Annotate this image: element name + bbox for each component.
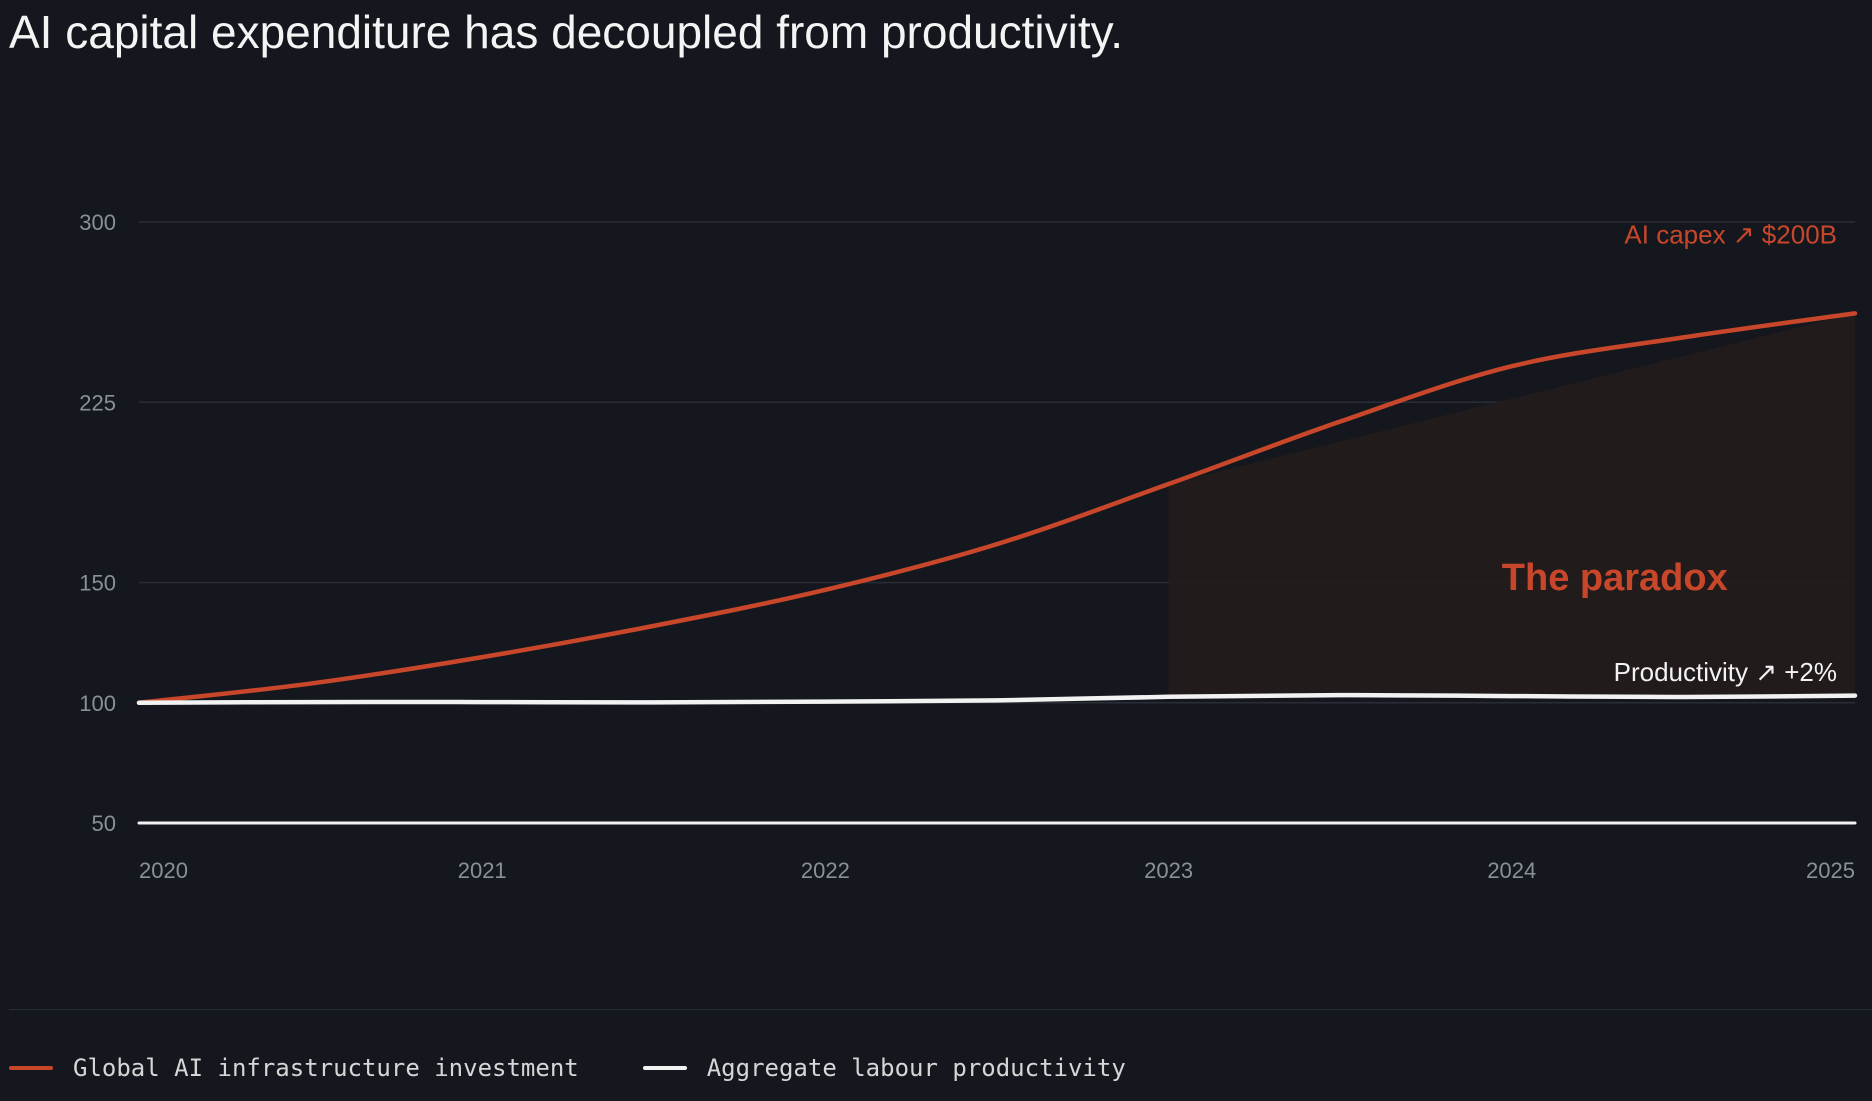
series-line-productivity [136,692,1858,706]
paradox-shaded-area [1168,313,1855,697]
legend-swatch-ai-investment [9,1066,53,1070]
annotation-paradox: The paradox [1502,557,1728,599]
y-tick-label-50: 50 [92,811,116,836]
legend-label-productivity: Aggregate labour productivity [706,1054,1126,1082]
series-line-ai-investment [136,311,1858,706]
annotation-ai-capex: AI capex ↗ $200B [1624,220,1837,250]
x-tick-label-2021: 2021 [458,858,507,883]
annotation-productivity: Productivity ↗ +2% [1614,657,1837,687]
y-tick-label-225: 225 [79,390,116,415]
x-tick-label-2024: 2024 [1487,858,1536,883]
legend-divider [9,1009,1872,1010]
legend: Global AI infrastructure investment Aggr… [9,1052,1190,1084]
x-tick-label-2025: 2025 [1806,858,1855,883]
x-tick-label-2020: 2020 [139,858,188,883]
legend-swatch-productivity [642,1066,687,1070]
y-tick-label-100: 100 [79,691,116,716]
legend-label-ai-investment: Global AI infrastructure investment [73,1054,579,1082]
x-tick-label-2022: 2022 [801,858,850,883]
x-tick-label-2023: 2023 [1144,858,1193,883]
y-tick-label-300: 300 [79,210,116,235]
axis-ticks: 300 225 150 100 50 2020 2021 2022 2023 2024 2025 [79,210,1855,883]
y-tick-label-150: 150 [79,571,116,596]
series-lines [136,311,1858,825]
chart-title: AI capital expenditure has decoupled fro… [9,6,1123,58]
paradox-region [1168,313,1855,697]
annotations: AI capex ↗ $200B The paradox Productivity … [1502,220,1837,688]
legend-item-productivity: Aggregate labour productivity [642,1054,1126,1082]
legend-item-ai-investment: Global AI infrastructure investment [9,1054,579,1082]
